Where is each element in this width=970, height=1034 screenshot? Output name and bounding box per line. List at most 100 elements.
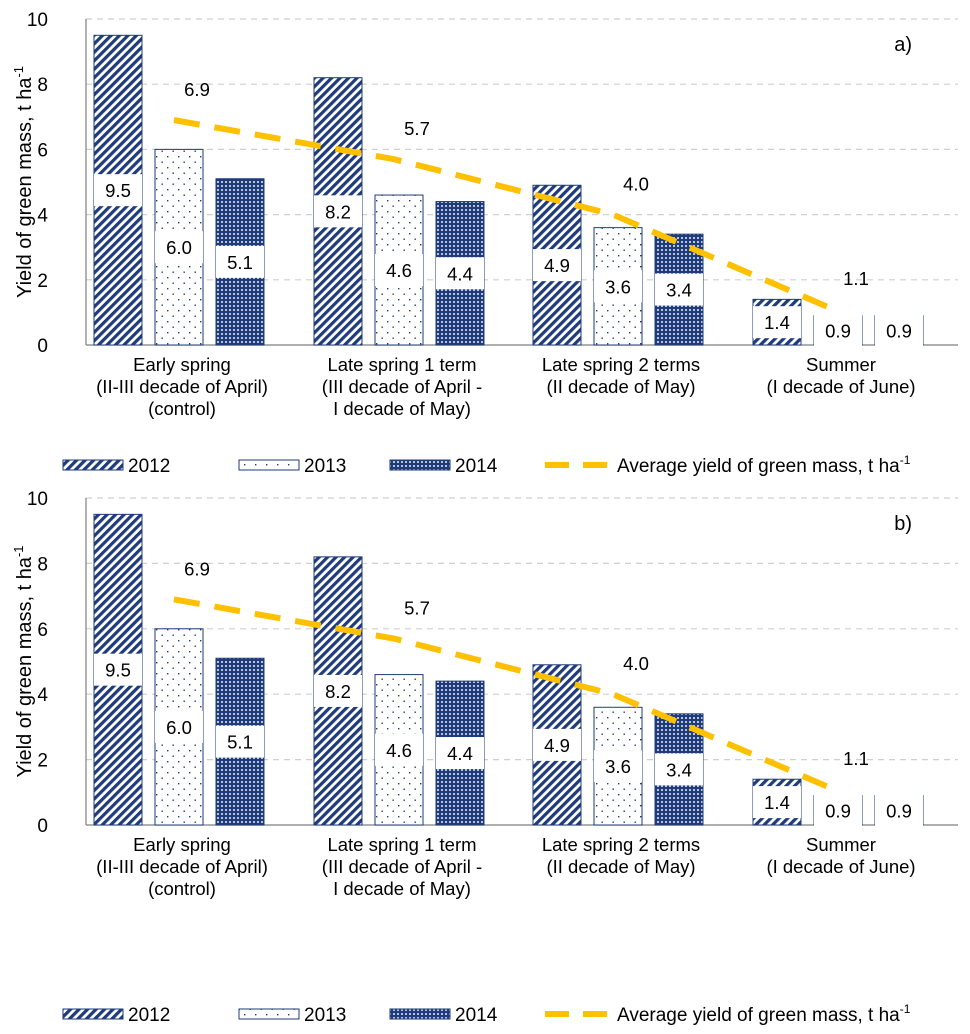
legend-swatch-2013	[238, 459, 300, 471]
bar-data-label-box	[375, 733, 423, 766]
bar-data-label: 9.5	[105, 660, 131, 681]
legend-label-average: Average yield of green mass, t ha-1	[617, 453, 911, 477]
bar-data-label-box	[594, 270, 642, 303]
category-label: Late spring 1 term	[327, 354, 476, 375]
legend-label: 2014	[455, 456, 498, 477]
category-label: Early spring	[133, 834, 231, 855]
y-tick-label: 8	[37, 554, 48, 575]
bar-data-label: 9.5	[105, 180, 131, 201]
average-data-label: 6.9	[184, 79, 210, 100]
y-tick-label: 0	[37, 336, 48, 357]
legend-label-average: Average yield of green mass, t ha-1	[617, 1002, 911, 1026]
y-axis-title: Yield of green mass, t ha-1	[11, 545, 36, 777]
category-label: Summer	[806, 834, 876, 855]
legend-label: 2013	[304, 456, 346, 477]
average-data-label: 5.7	[404, 118, 430, 139]
bar-data-label: 6.0	[166, 717, 192, 738]
bar-data-label: 4.4	[447, 743, 473, 764]
average-line	[173, 596, 835, 792]
category-label: (II decade of May)	[546, 856, 695, 877]
bar-data-label-box	[875, 794, 923, 827]
bar-data-label: 4.9	[544, 735, 570, 756]
bar-data-label-box	[436, 737, 484, 770]
bar-data-label: 3.6	[605, 276, 631, 297]
bar-data-label: 4.6	[386, 740, 412, 761]
y-tick-label: 6	[37, 140, 48, 161]
bar-data-label-box	[94, 174, 142, 207]
bar-data-label-box	[594, 750, 642, 783]
legend-swatch-2014	[389, 459, 451, 471]
y-tick-label: 4	[37, 206, 48, 227]
bar-data-label: 5.1	[227, 732, 253, 753]
category-label: (II decade of May)	[546, 376, 695, 397]
average-data-label: 6.9	[184, 558, 210, 579]
bar-data-label: 3.4	[666, 280, 692, 301]
legend-swatch-2012	[62, 1008, 124, 1020]
category-label: (I decade of June)	[766, 376, 915, 397]
panel-label: a)	[894, 34, 912, 56]
y-tick-label: 0	[37, 816, 48, 837]
bar-data-label-box	[753, 786, 801, 819]
average-data-label: 4.0	[623, 653, 649, 674]
category-label: I decade of May)	[333, 878, 471, 899]
bar-data-label: 0.9	[886, 800, 912, 821]
y-tick-label: 10	[27, 10, 48, 31]
legend-swatch-2014	[389, 1008, 451, 1020]
category-label: Late spring 1 term	[327, 834, 476, 855]
bar-data-label-box	[436, 257, 484, 290]
bar-data-label: 4.6	[386, 260, 412, 281]
bar-data-label-box	[314, 195, 362, 228]
category-label: (II-III decade of April)	[96, 376, 268, 397]
category-label: (III decade of April -	[322, 856, 482, 877]
legend-label-average-text: Average yield of green mass, t ha	[617, 456, 900, 477]
bar-data-label-box	[216, 245, 264, 278]
bar-data-label-box	[753, 306, 801, 339]
category-label: (control)	[148, 398, 216, 419]
bar-data-label-box	[155, 231, 203, 264]
average-data-label: 5.7	[404, 598, 430, 619]
y-tick-label: 2	[37, 271, 48, 292]
legend-swatch-2013	[238, 1008, 300, 1020]
y-axis-title-superscript: -1	[11, 545, 26, 557]
y-axis-title: Yield of green mass, t ha-1	[11, 66, 36, 298]
y-tick-label: 6	[37, 620, 48, 641]
legend-swatch-2012	[62, 459, 124, 471]
average-line	[173, 117, 835, 312]
bar-data-label: 1.4	[764, 312, 790, 333]
category-label: (III decade of April -	[322, 376, 482, 397]
category-label: (control)	[148, 878, 216, 899]
legend-label: 2014	[455, 1005, 498, 1026]
bar-data-label-box	[875, 314, 923, 347]
category-label: Late spring 2 terms	[542, 354, 700, 375]
bar-data-label-box	[814, 314, 862, 347]
average-data-label: 1.1	[843, 268, 869, 289]
bar-data-label-box	[94, 653, 142, 686]
bar-data-label: 0.9	[886, 320, 912, 341]
bar-data-label-box	[155, 710, 203, 743]
bar-data-label: 8.2	[325, 201, 351, 222]
bar-data-label: 1.4	[764, 792, 790, 813]
y-axis-title-superscript: -1	[11, 66, 26, 78]
y-axis-title-text: Yield of green mass, t ha	[14, 77, 36, 298]
average-data-label: 4.0	[623, 174, 649, 195]
legend-label-average-superscript: -1	[900, 453, 911, 467]
bar-data-label-box	[814, 794, 862, 827]
chart-panel-b: 0 2 4 6 8 10 Yield of green mass, t ha-1 6.9 5.7…	[11, 489, 958, 1026]
y-tick-label: 2	[37, 751, 48, 772]
bar-data-label: 3.6	[605, 756, 631, 777]
legend-label-average-superscript: -1	[900, 1002, 911, 1016]
y-tick-label: 10	[27, 489, 48, 510]
category-label: Late spring 2 terms	[542, 834, 700, 855]
panel-label: b)	[894, 513, 912, 535]
y-tick-label: 4	[37, 685, 48, 706]
category-label: Early spring	[133, 354, 231, 375]
bar-data-label-box	[375, 254, 423, 287]
legend-label-average-text: Average yield of green mass, t ha	[617, 1005, 900, 1026]
bar-data-label: 6.0	[166, 237, 192, 258]
legend-label: 2013	[304, 1005, 346, 1026]
average-data-label: 1.1	[843, 748, 869, 769]
bar-data-label: 8.2	[325, 681, 351, 702]
bar-data-label: 0.9	[825, 800, 851, 821]
legend-label: 2012	[128, 456, 170, 477]
